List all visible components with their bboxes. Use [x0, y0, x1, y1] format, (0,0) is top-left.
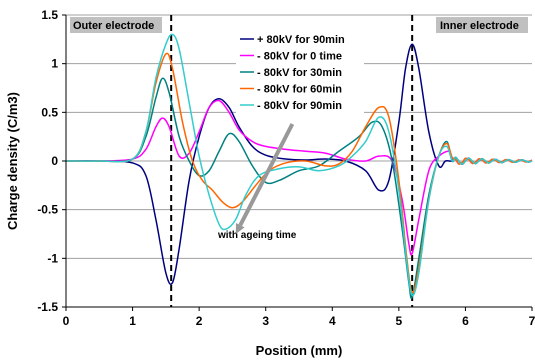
annotation-text: with ageing time — [217, 230, 297, 241]
legend-label-0: + 80kV for 90min — [257, 34, 345, 46]
annotation-arrow-shaft — [238, 123, 295, 227]
series-line-4 — [65, 33, 533, 297]
y-tick-label-6: 1.5 — [41, 8, 58, 22]
legend: + 80kV for 90min - 80kV for 0 time - 80kV … — [236, 28, 364, 116]
y-tick-label-4: 0.5 — [41, 105, 58, 119]
x-tick-label-5: 5 — [396, 314, 403, 328]
y-tick-label-1: -1 — [47, 251, 58, 265]
legend-label-4: - 80kV for 90min — [257, 100, 342, 112]
x-tick-label-0: 0 — [63, 314, 70, 328]
y-tick-label-5: 1 — [51, 57, 58, 71]
tick-labels: 0 1 2 3 4 5 6 7 -1.5 -1 -0.5 0 0.5 1 1.5 — [37, 8, 535, 328]
x-tick-label-2: 2 — [196, 314, 203, 328]
region-label-inner: Inner electrode — [436, 17, 528, 33]
y-tick-label-0: -1.5 — [37, 300, 58, 314]
region-label-outer: Outer electrode — [70, 17, 162, 33]
annotation-arrow-head — [235, 223, 245, 234]
legend-label-2: - 80kV for 30min — [257, 67, 342, 79]
electrode-lines — [170, 15, 414, 307]
region-label-outer-text: Outer electrode — [73, 20, 154, 32]
series-layer — [65, 33, 533, 300]
x-tick-label-3: 3 — [262, 314, 269, 328]
y-axis-title: Charge density (C/m3) — [5, 92, 20, 230]
legend-box — [236, 28, 364, 116]
annotation: with ageing time — [217, 123, 297, 241]
region-label-inner-text: Inner electrode — [440, 20, 519, 32]
x-tick-label-4: 4 — [329, 314, 336, 328]
x-axis-title: Position (mm) — [256, 343, 343, 358]
x-tick-label-7: 7 — [529, 314, 535, 328]
legend-label-1: - 80kV for 0 time — [257, 51, 342, 63]
legend-label-3: - 80kV for 60min — [257, 84, 342, 96]
x-tick-label-6: 6 — [462, 314, 469, 328]
x-tick-label-1: 1 — [129, 314, 136, 328]
y-tick-label-3: 0 — [51, 154, 58, 168]
y-tick-label-2: -0.5 — [37, 203, 58, 217]
